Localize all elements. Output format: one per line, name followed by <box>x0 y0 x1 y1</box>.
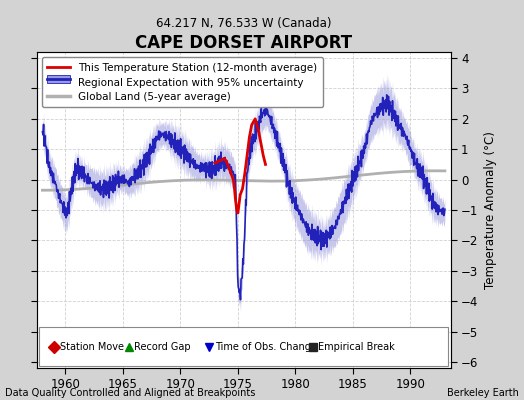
Title: CAPE DORSET AIRPORT: CAPE DORSET AIRPORT <box>135 34 352 52</box>
Legend: This Temperature Station (12-month average), Regional Expectation with 95% uncer: This Temperature Station (12-month avera… <box>42 57 323 108</box>
Text: Berkeley Earth: Berkeley Earth <box>447 388 519 398</box>
Text: Time of Obs. Change: Time of Obs. Change <box>215 342 317 352</box>
Y-axis label: Temperature Anomaly (°C): Temperature Anomaly (°C) <box>484 131 497 289</box>
Text: Data Quality Controlled and Aligned at Breakpoints: Data Quality Controlled and Aligned at B… <box>5 388 256 398</box>
Text: 64.217 N, 76.533 W (Canada): 64.217 N, 76.533 W (Canada) <box>156 17 331 30</box>
Text: Empirical Break: Empirical Break <box>319 342 395 352</box>
Text: Station Move: Station Move <box>60 342 124 352</box>
FancyBboxPatch shape <box>39 327 449 366</box>
Text: Record Gap: Record Gap <box>135 342 191 352</box>
